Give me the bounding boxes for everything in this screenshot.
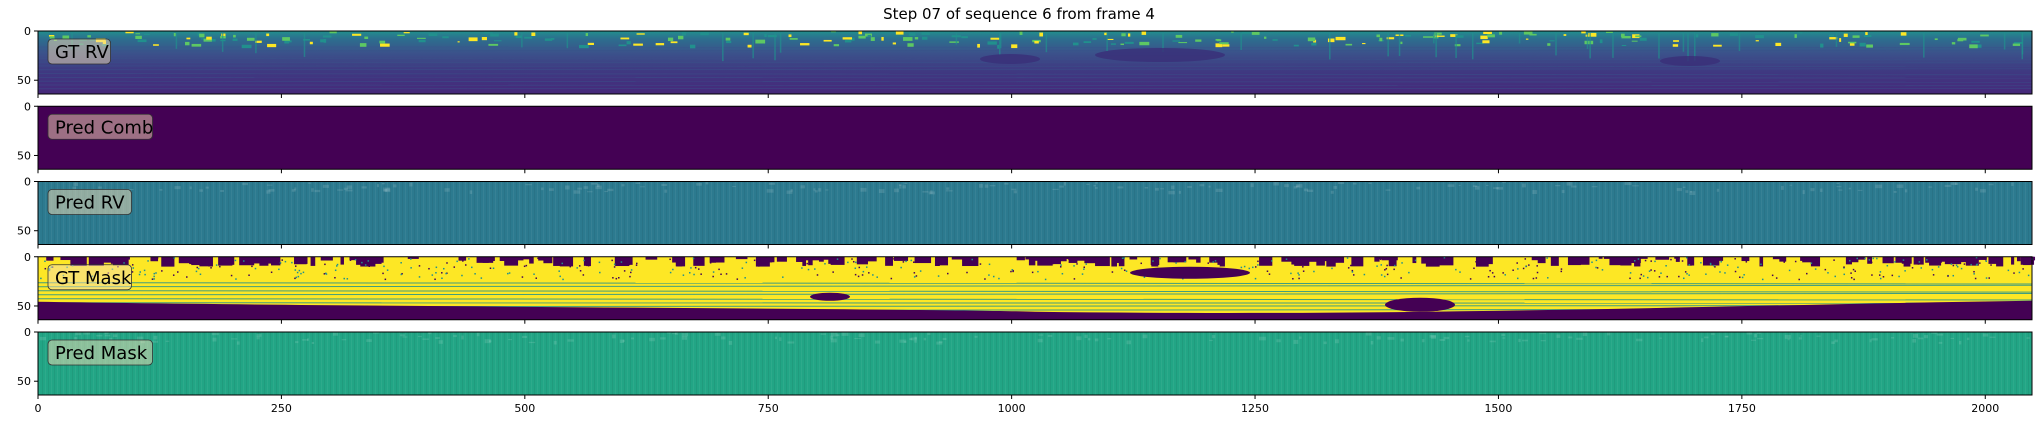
- panel-label-text: GT RV: [55, 42, 110, 63]
- x-tick-label: 250: [271, 402, 292, 415]
- y-tick-label: 50: [17, 149, 31, 162]
- panel-label: Pred RV: [48, 190, 132, 215]
- x-tick-label: 500: [514, 402, 535, 415]
- panel-label-text: Pred RV: [55, 193, 125, 214]
- panel-pred-comb: 0 50 Pred Comb: [17, 100, 2032, 173]
- panel-label-text: Pred Comb: [55, 117, 153, 138]
- y-tick-label: 50: [17, 375, 31, 388]
- x-tick-label: 750: [758, 402, 779, 415]
- x-tick-label: 1750: [1728, 402, 1756, 415]
- y-tick-label: 0: [24, 25, 31, 38]
- x-tick-label: 1500: [1484, 402, 1512, 415]
- heatmap-image: [38, 257, 2035, 320]
- y-tick-label: 50: [17, 74, 31, 87]
- panels: 0 50 GT RV 0 50 Pred Comb 0 50 Pred RV 0 50 GT Mask…: [17, 25, 2035, 399]
- heatmap-image: [38, 332, 2032, 395]
- figure-title: Step 07 of sequence 6 from frame 4: [883, 5, 1155, 23]
- panel-pred-rv: 0 50 Pred RV: [17, 176, 2032, 249]
- y-tick-label: 0: [24, 100, 31, 113]
- x-tick-label: 0: [35, 402, 42, 415]
- panel-label: GT RV: [48, 39, 111, 64]
- heatmap-image: [38, 106, 2032, 169]
- x-tick-label: 1000: [998, 402, 1026, 415]
- y-tick-label: 50: [17, 225, 31, 238]
- panel-label: Pred Comb: [48, 114, 153, 139]
- y-tick-label: 50: [17, 300, 31, 313]
- panel-pred-mask: 0 50 Pred Mask: [17, 326, 2032, 399]
- panel-gt-mask: 0 50 GT Mask: [17, 251, 2035, 324]
- heatmap-image: [38, 31, 2032, 94]
- y-tick-label: 0: [24, 176, 31, 189]
- panel-label: GT Mask: [48, 265, 132, 290]
- y-tick-label: 0: [24, 251, 31, 264]
- y-tick-label: 0: [24, 326, 31, 339]
- heatmap-image: [38, 182, 2032, 245]
- x-tick-label: 1250: [1241, 402, 1269, 415]
- panel-label: Pred Mask: [48, 340, 153, 365]
- panel-gt-rv: 0 50 GT RV: [17, 25, 2032, 98]
- panel-label-text: Pred Mask: [55, 343, 148, 364]
- x-tick-label: 2000: [1971, 402, 1999, 415]
- x-axis: 0 250 500 750 1000 1250 1500 1750 2000: [35, 402, 2000, 415]
- panel-label-text: GT Mask: [55, 268, 132, 289]
